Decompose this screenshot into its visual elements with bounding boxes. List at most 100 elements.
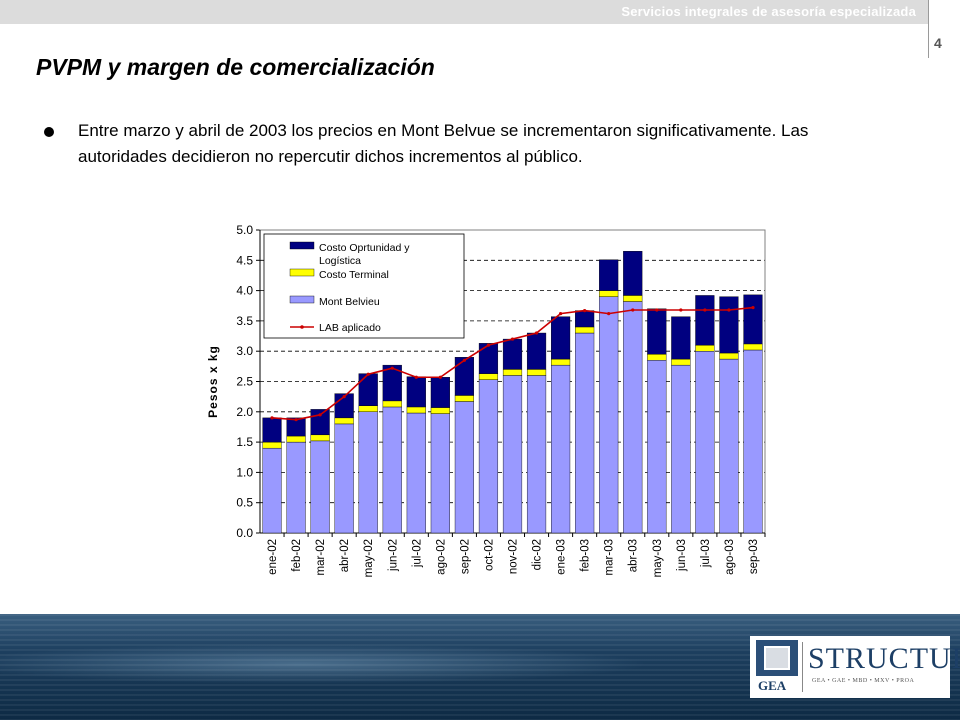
- bar-mont-belvieu: [719, 358, 739, 534]
- bar-costo-terminal: [262, 441, 282, 449]
- lab-point: [534, 331, 539, 335]
- bar-mont-belvieu: [286, 441, 306, 534]
- lab-point: [342, 395, 346, 399]
- legend: [263, 233, 465, 339]
- bar-mont-belvieu: [454, 401, 474, 534]
- bar-mont-belvieu: [334, 423, 354, 534]
- legend-swatch: [289, 268, 315, 277]
- lab-point: [679, 308, 683, 312]
- legend-label: Mont Belvieu: [319, 296, 380, 308]
- y-tick-label: 0.0: [236, 526, 253, 540]
- x-tick-label: dic-02: [532, 539, 544, 570]
- bar-costo-terminal: [382, 400, 402, 408]
- lab-point: [318, 413, 322, 417]
- lab-point: [486, 343, 491, 347]
- y-tick-label: 2.5: [236, 375, 253, 389]
- legend-label: LAB aplicado: [319, 322, 381, 334]
- bar-costo-oportunidad: [454, 357, 474, 396]
- bar-costo-terminal: [430, 407, 450, 414]
- bar-costo-oportunidad: [623, 251, 643, 296]
- bar-mont-belvieu: [262, 447, 282, 534]
- bar-costo-oportunidad: [599, 259, 619, 291]
- bar-costo-terminal: [743, 343, 763, 351]
- x-tick-label: ene-02: [267, 539, 279, 575]
- bar-costo-terminal: [695, 344, 715, 352]
- bar-costo-terminal: [671, 358, 691, 366]
- bar-mont-belvieu: [743, 349, 763, 534]
- lab-point: [366, 372, 370, 376]
- gea-label: GEA: [758, 678, 787, 693]
- stacked-bar-chart: 0.0 0.5 1.0 1.5 2.0 2.5 3.0 3.5 4.0 4.5 5.0 Pesos x…: [206, 223, 766, 577]
- lab-point: [414, 375, 418, 379]
- bar-costo-oportunidad: [406, 376, 426, 408]
- lab-point: [655, 308, 659, 312]
- header-tagline: Servicios integrales de asesoría especia…: [621, 4, 916, 19]
- bar-costo-oportunidad: [286, 417, 306, 437]
- y-tick-label: 3.0: [236, 344, 253, 358]
- bar-costo-terminal: [406, 406, 426, 414]
- lab-point: [438, 375, 442, 379]
- lab-point: [751, 305, 755, 310]
- bar-costo-terminal: [358, 405, 378, 413]
- bar-costo-oportunidad: [358, 373, 378, 406]
- x-tick-label: ago-02: [435, 539, 447, 575]
- x-tick-label: jun-03: [676, 539, 688, 572]
- lab-point: [294, 418, 298, 422]
- bar-mont-belvieu: [502, 375, 523, 534]
- bar-costo-terminal: [719, 352, 739, 360]
- logo-divider: [802, 642, 803, 692]
- bar-costo-oportunidad: [262, 417, 282, 443]
- y-tick-label: 4.5: [236, 253, 253, 267]
- bar-costo-terminal: [599, 290, 619, 297]
- bar-costo-oportunidad: [575, 310, 595, 328]
- x-tick-label: jun-02: [387, 539, 399, 572]
- legend-marker: [300, 325, 304, 329]
- bar-costo-terminal: [623, 295, 643, 302]
- lab-point: [583, 308, 587, 313]
- bar-mont-belvieu: [310, 440, 330, 534]
- bar-costo-terminal: [502, 369, 523, 376]
- lab-point: [390, 366, 394, 370]
- bar-costo-terminal: [551, 358, 571, 366]
- bar-costo-oportunidad: [526, 332, 547, 370]
- bar-mont-belvieu: [623, 301, 643, 534]
- gea-icon: [756, 640, 798, 676]
- lab-point: [510, 337, 515, 341]
- bar-costo-oportunidad: [671, 316, 691, 360]
- bar-costo-terminal: [310, 434, 330, 442]
- bar-costo-oportunidad: [310, 409, 330, 436]
- bar-costo-terminal: [647, 354, 667, 361]
- lab-point: [270, 416, 274, 420]
- y-tick-label: 5.0: [236, 223, 253, 237]
- lab-point: [558, 312, 563, 316]
- bar-costo-oportunidad: [478, 343, 499, 374]
- bar-costo-terminal: [575, 326, 595, 334]
- y-tick-label: 1.0: [236, 465, 253, 479]
- bar-mont-belvieu: [671, 364, 691, 534]
- footer-glow: [0, 644, 650, 684]
- bar-costo-oportunidad: [551, 316, 571, 360]
- x-tick-label: jul-03: [700, 539, 712, 568]
- x-tick-label: nov-02: [508, 539, 520, 574]
- bar-costo-terminal: [478, 373, 499, 380]
- x-tick-label: ago-03: [724, 539, 736, 575]
- x-tick-label: sep-02: [459, 539, 471, 574]
- lab-point: [703, 308, 707, 312]
- legend-label: Costo Oprtunidad y Logística: [319, 242, 410, 267]
- bullet-icon: [44, 127, 54, 137]
- x-tick-label: mar-03: [604, 539, 616, 575]
- brand-subline: GEA • GAE • MBD • MXV • PROA: [812, 678, 915, 684]
- bar-mont-belvieu: [526, 375, 547, 534]
- x-tick-label: oct-02: [483, 539, 495, 571]
- legend-label: Costo Terminal: [319, 269, 389, 281]
- lab-point: [727, 308, 731, 312]
- lab-point: [631, 308, 635, 312]
- x-tick-label: sep-03: [748, 539, 760, 574]
- bar-costo-oportunidad: [382, 364, 402, 402]
- bar-mont-belvieu: [551, 364, 571, 534]
- slide-title: PVPM y margen de comercialización: [36, 54, 435, 80]
- x-tick-label: feb-03: [580, 539, 592, 572]
- y-tick-label: 2.0: [236, 405, 253, 419]
- page-number: 4: [934, 35, 942, 51]
- bar-mont-belvieu: [575, 332, 595, 534]
